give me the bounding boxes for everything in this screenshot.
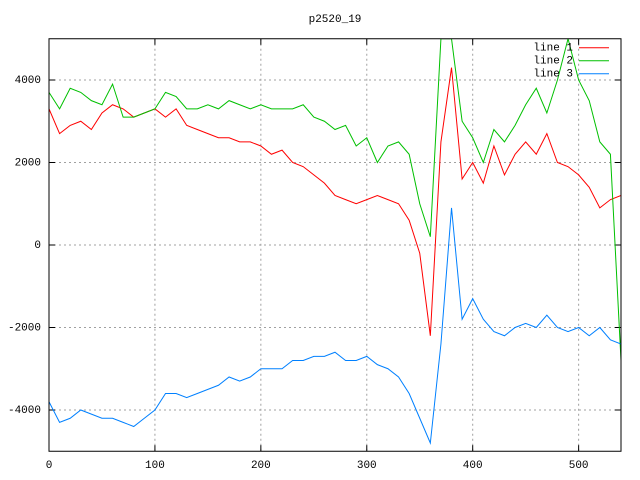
y-tick-label: -2000 bbox=[8, 322, 41, 334]
x-tick-label: 300 bbox=[357, 460, 377, 472]
y-tick-label: 0 bbox=[34, 240, 41, 252]
chart-title: p2520_19 bbox=[309, 14, 362, 26]
legend-label: line 1 bbox=[533, 43, 573, 55]
x-tick-label: 500 bbox=[569, 460, 589, 472]
y-tick-label: 4000 bbox=[15, 75, 41, 87]
y-tick-label: -4000 bbox=[8, 405, 41, 417]
x-tick-label: 0 bbox=[46, 460, 53, 472]
y-tick-label: 2000 bbox=[15, 157, 41, 169]
x-tick-label: 200 bbox=[251, 460, 271, 472]
x-tick-label: 100 bbox=[145, 460, 165, 472]
x-tick-label: 400 bbox=[463, 460, 483, 472]
legend-label: line 3 bbox=[533, 69, 573, 81]
data-line bbox=[49, 207, 621, 445]
data-line bbox=[49, 38, 621, 361]
plot-border bbox=[48, 38, 622, 452]
legend-label: line 2 bbox=[533, 56, 573, 68]
plot-area bbox=[49, 38, 621, 445]
